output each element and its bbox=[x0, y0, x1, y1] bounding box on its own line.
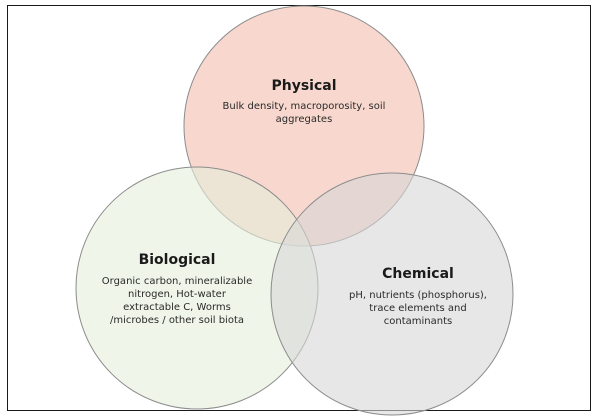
physical-label: Physical Bulk density, macroporosity, so… bbox=[214, 77, 394, 126]
physical-title: Physical bbox=[271, 78, 337, 94]
biological-description-line: nitrogen, Hot-water bbox=[128, 289, 226, 300]
physical-description-line: aggregates bbox=[275, 114, 333, 125]
biological-description: Organic carbon, mineralizable nitrogen, … bbox=[92, 275, 262, 327]
physical-description-line: Bulk density, macroporosity, soil bbox=[222, 101, 386, 112]
chemical-description-line: pH, nutrients (phosphorus), bbox=[349, 290, 487, 301]
chemical-title: Chemical bbox=[382, 266, 454, 282]
chemical-label: Chemical pH, nutrients (phosphorus), tra… bbox=[333, 265, 503, 328]
chemical-description: pH, nutrients (phosphorus), trace elemen… bbox=[333, 289, 503, 328]
physical-description: Bulk density, macroporosity, soil aggreg… bbox=[214, 100, 394, 126]
biological-description-line: Organic carbon, mineralizable bbox=[101, 276, 253, 287]
biological-description-line: extractable C, Worms bbox=[123, 302, 231, 313]
chemical-description-line: trace elements and bbox=[369, 303, 467, 314]
chemical-description-line: contaminants bbox=[383, 316, 453, 327]
biological-description-line: /microbes / other soil biota bbox=[109, 315, 244, 326]
circle-chemical bbox=[270, 172, 514, 416]
biological-title: Biological bbox=[138, 252, 216, 268]
biological-label: Biological Organic carbon, mineralizable… bbox=[92, 251, 262, 327]
